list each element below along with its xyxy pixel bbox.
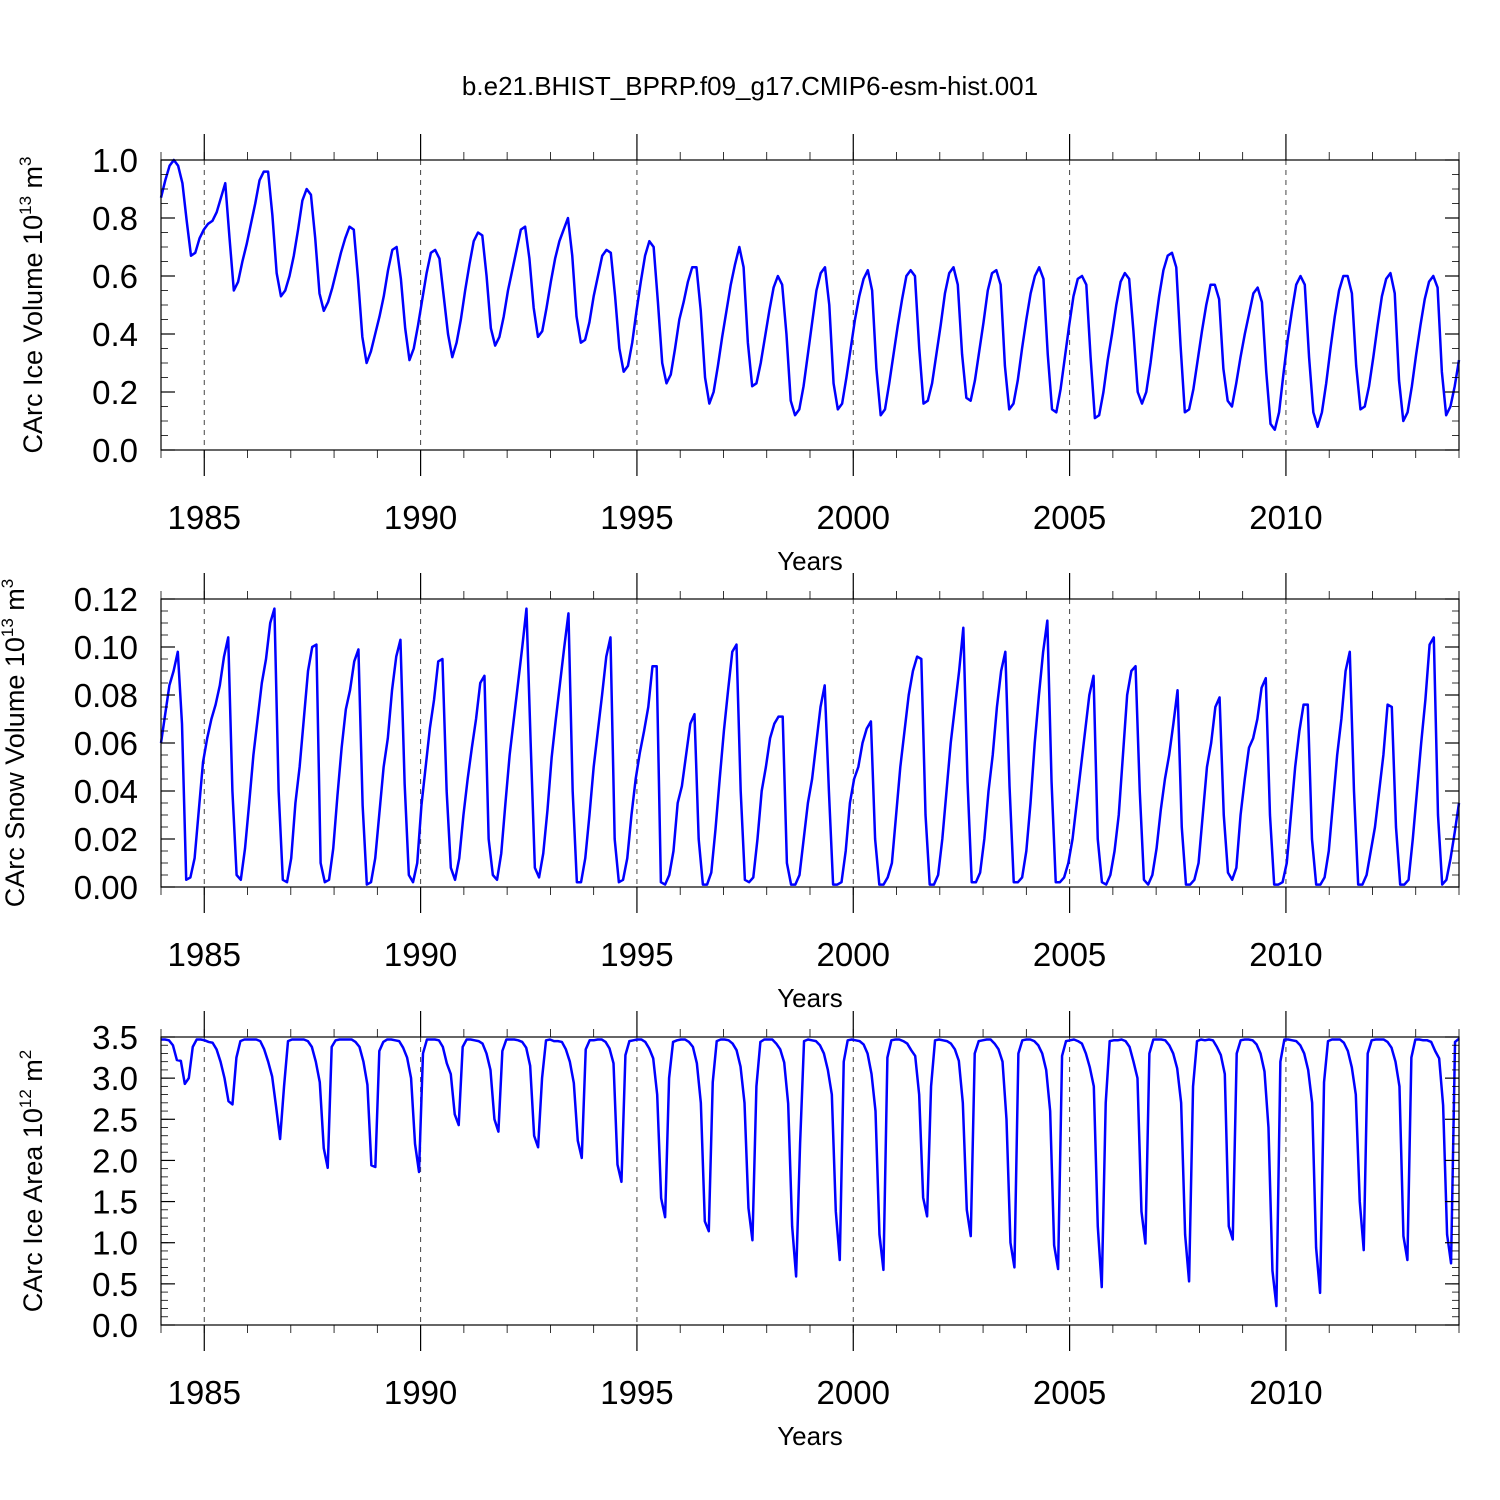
series-line <box>159 158 1461 431</box>
plot-frame <box>160 159 1460 451</box>
y-axis-label-exponent: 12 <box>16 1089 35 1108</box>
x-tick-label: 2000 <box>817 499 890 536</box>
y-tick-label: 0.04 <box>74 773 138 810</box>
x-tick-label: 1995 <box>600 1374 673 1411</box>
panel-2: 0.00 0.02 0.04 0.06 0.08 0.10 0.12 1985 1990 1995… <box>0 573 1461 1013</box>
x-tick-label: 2005 <box>1033 499 1106 536</box>
y-tick-label: 0.2 <box>92 374 138 411</box>
y-axis-label-unit-exponent: 2 <box>16 1050 35 1059</box>
y-tick-label: 1.5 <box>92 1184 138 1221</box>
y-tick-label: 0.5 <box>92 1266 138 1303</box>
x-tick-label: 1985 <box>168 499 241 536</box>
y-axis-label-unit-exponent: 3 <box>0 579 17 588</box>
y-tick-label: 0.10 <box>74 629 138 666</box>
y-tick-label: 2.5 <box>92 1101 138 1138</box>
x-tick-label: 2000 <box>817 936 890 973</box>
y-axis-label-unit: m <box>18 1059 48 1089</box>
y-axis-label-unit: m <box>18 166 48 196</box>
y-axis-label-main: CArc Ice Area 10 <box>18 1108 48 1312</box>
x-tick-label: 1995 <box>600 499 673 536</box>
y-tick-label: 0.8 <box>92 200 138 237</box>
y-axis-label-exponent: 13 <box>16 196 35 215</box>
x-axis-label: Years <box>777 983 843 1013</box>
y-tick-label: 0.06 <box>74 725 138 762</box>
x-axis-label: Years <box>777 1421 843 1451</box>
y-tick-label: 2.0 <box>92 1142 138 1179</box>
y-tick-label: 3.5 <box>92 1019 138 1056</box>
y-tick-label: 0.08 <box>74 677 138 714</box>
x-tick-label: 2010 <box>1249 1374 1322 1411</box>
y-axis-label-main: CArc Ice Volume 10 <box>18 215 48 454</box>
x-tick-label: 2005 <box>1033 936 1106 973</box>
y-axis-label-unit: m <box>0 588 30 618</box>
x-tick-label: 2010 <box>1249 936 1322 973</box>
y-tick-label: 0.02 <box>74 821 138 858</box>
panel-3: 0.0 0.5 1.0 1.5 2.0 2.5 3.0 3.5 1985 1990 1995 2000… <box>16 1011 1460 1451</box>
x-tick-label: 2005 <box>1033 1374 1106 1411</box>
series-line <box>159 607 1461 886</box>
y-tick-label: 0.0 <box>92 432 138 469</box>
y-tick-label: 3.0 <box>92 1060 138 1097</box>
y-axis-label: CArc Ice Area 1012 m2 <box>16 1050 48 1313</box>
x-tick-label: 1990 <box>384 499 457 536</box>
x-tick-label: 1990 <box>384 936 457 973</box>
y-axis-label: CArc Ice Volume 1013 m3 <box>16 156 48 453</box>
y-tick-label: 1.0 <box>92 1225 138 1262</box>
series-line <box>161 1037 1460 1308</box>
y-axis-label-unit-exponent: 3 <box>16 156 35 165</box>
y-axis-label: CArc Snow Volume 1013 m3 <box>0 579 30 908</box>
y-tick-label: 0.4 <box>92 316 138 353</box>
y-axis-label-main: CArc Snow Volume 10 <box>0 637 30 907</box>
y-tick-label: 1.0 <box>92 142 138 179</box>
plot-frame <box>160 598 1460 888</box>
y-axis-label-exponent: 13 <box>0 618 17 637</box>
panel-1: 0.0 0.2 0.4 0.6 0.8 1.0 1985 1990 1995 2000 2005 20… <box>16 134 1461 576</box>
x-tick-label: 2000 <box>817 1374 890 1411</box>
x-axis-label: Years <box>777 546 843 576</box>
figure-title: b.e21.BHIST_BPRP.f09_g17.CMIP6-esm-hist.… <box>462 71 1038 101</box>
x-tick-label: 1995 <box>600 936 673 973</box>
x-tick-label: 1990 <box>384 1374 457 1411</box>
x-tick-label: 1985 <box>168 1374 241 1411</box>
y-tick-label: 0.6 <box>92 258 138 295</box>
x-tick-label: 1985 <box>168 936 241 973</box>
x-tick-label: 2010 <box>1249 499 1322 536</box>
y-tick-label: 0.0 <box>92 1307 138 1344</box>
y-tick-label: 0.00 <box>74 869 138 906</box>
y-tick-label: 0.12 <box>74 581 138 618</box>
